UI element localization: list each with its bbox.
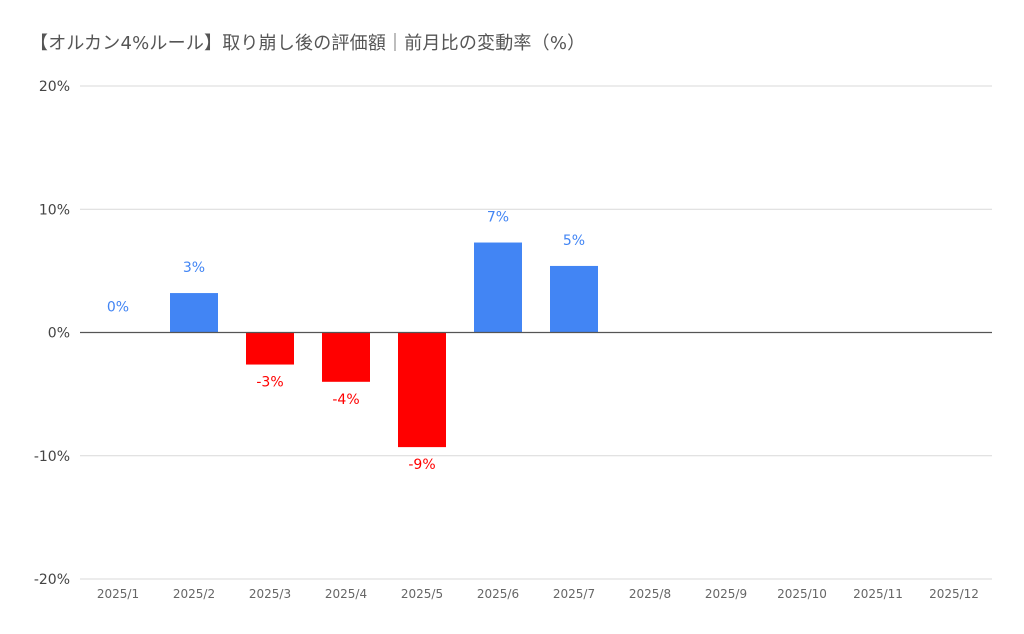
y-tick-label: -10% — [34, 449, 70, 465]
data-label: 3% — [183, 260, 205, 276]
y-tick-label: 0% — [48, 326, 70, 342]
x-tick-label: 2025/2 — [173, 587, 215, 601]
data-label: 5% — [563, 233, 585, 249]
x-tick-label: 2025/9 — [705, 587, 747, 601]
x-tick-label: 2025/3 — [249, 587, 291, 601]
data-label: -3% — [256, 375, 283, 391]
bar — [170, 293, 218, 333]
data-label: 7% — [487, 210, 509, 226]
chart-title: 【オルカン4%ルール】取り崩し後の評価額｜前月比の変動率（%） — [30, 33, 586, 54]
data-label: -9% — [408, 457, 435, 473]
x-tick-label: 2025/11 — [853, 587, 903, 601]
bar — [474, 242, 522, 333]
x-tick-label: 2025/10 — [777, 587, 827, 601]
x-tick-label: 2025/4 — [325, 587, 367, 601]
x-tick-label: 2025/7 — [553, 587, 595, 601]
x-tick-label: 2025/5 — [401, 587, 443, 601]
x-tick-label: 2025/12 — [929, 587, 979, 601]
data-label: 0% — [107, 300, 129, 316]
data-label: -4% — [332, 392, 359, 408]
x-tick-label: 2025/6 — [477, 587, 519, 601]
bar — [398, 332, 446, 448]
x-tick-label: 2025/1 — [97, 587, 139, 601]
y-tick-label: -20% — [34, 572, 70, 588]
bar — [322, 332, 370, 382]
bar — [246, 332, 294, 365]
y-tick-label: 10% — [39, 202, 70, 218]
x-tick-label: 2025/8 — [629, 587, 671, 601]
y-tick-label: 20% — [39, 79, 70, 95]
bar — [550, 265, 598, 333]
